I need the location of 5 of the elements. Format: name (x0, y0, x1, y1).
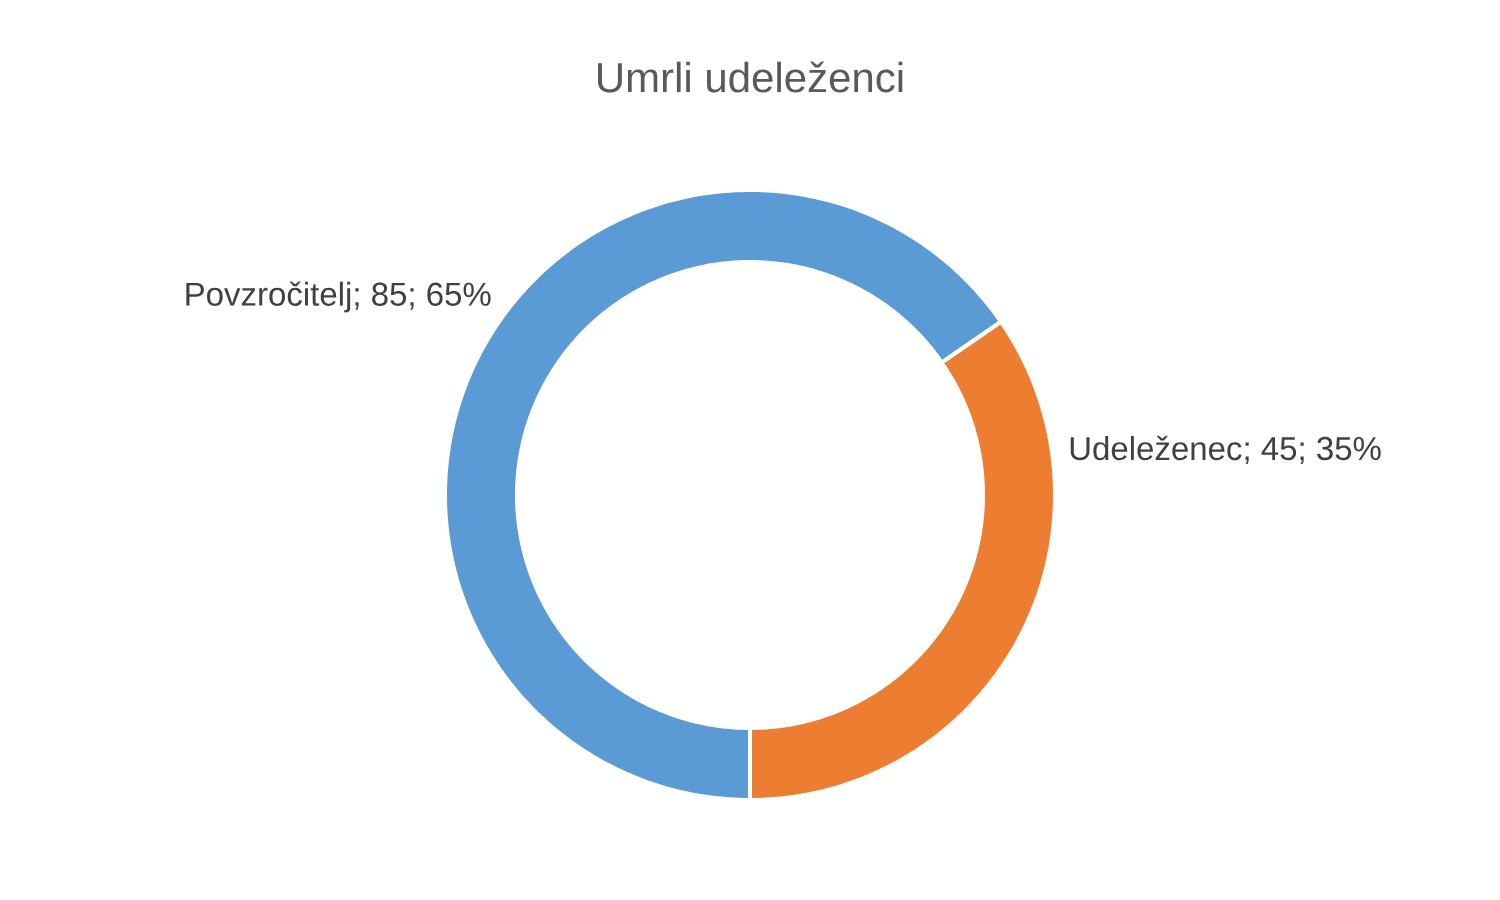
slice-label: Povzročitelj (186, 281, 351, 313)
chart-title: Umrli udeleženci (598, 61, 903, 93)
slice-label: Udeleženec (1070, 435, 1242, 461)
data-label: ; 85; 65% (355, 282, 491, 310)
data-label: ; 45; 35% (1245, 436, 1381, 465)
